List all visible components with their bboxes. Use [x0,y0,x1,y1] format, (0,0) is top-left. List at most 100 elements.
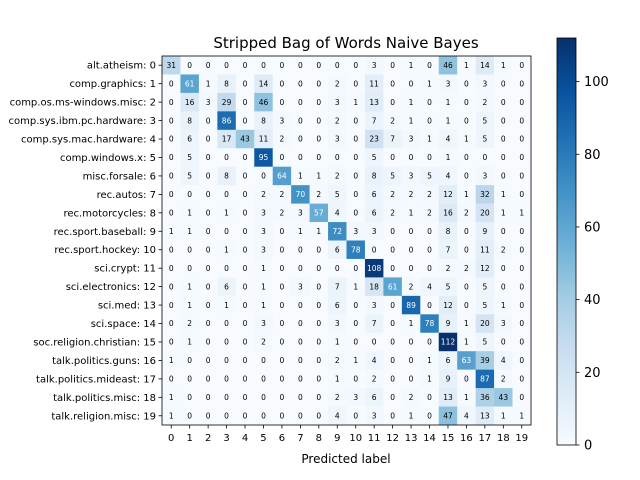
cell-value-label: 0 [298,153,303,162]
cell-value-label: 2 [280,135,285,144]
x-tick-label: 1 [186,433,192,444]
heatmap-cell [494,351,513,370]
y-tick-label: talk.politics.guns: 16 [52,356,156,367]
heatmap-cell [291,406,310,426]
heatmap-cell [235,406,255,426]
cell-value-label: 3 [372,301,377,310]
plot-frame [161,55,532,426]
heatmap-cell [383,185,403,204]
cell-value-label: 0 [243,79,248,88]
cell-value-label: 0 [243,172,248,181]
cell-value-label: 0 [224,190,229,199]
heatmap-cell [198,240,218,260]
cell-value-label: 0 [224,227,229,236]
cell-value-label: 0 [427,227,432,236]
heatmap-cell [235,185,255,204]
heatmap-cell [235,222,255,241]
heatmap-cell [180,74,200,94]
cell-value-label: 18 [369,282,379,291]
cell-value-label: 0 [390,393,395,402]
heatmap-cell [254,388,273,407]
cell-value-label: 2 [446,264,451,273]
heatmap-cell [217,406,237,426]
heatmap-cell [346,295,366,315]
cell-value-label: 5 [482,282,487,291]
heatmap-cell [217,314,237,334]
colorbar-tick-label: 0 [584,439,592,454]
heatmap-cell [475,129,495,149]
heatmap-cell [254,369,273,389]
heatmap-cell [254,129,273,149]
heatmap-cell [364,203,384,223]
heatmap-cell [475,369,495,389]
heatmap-cell [401,314,421,334]
heatmap-cell [309,388,329,407]
heatmap-cell [401,406,421,426]
cell-value-label: 0 [519,338,524,347]
heatmap-cell [198,295,218,315]
cell-value-label: 0 [409,245,414,254]
cell-value-label: 13 [443,393,453,402]
cell-value-label: 1 [446,98,451,107]
cell-value-label: 6 [372,209,377,218]
cell-value-label: 0 [169,301,174,310]
cell-value-label: 0 [390,153,395,162]
heatmap-cell [438,185,458,204]
cell-value-label: 0 [224,61,229,70]
x-axis-label: Predicted label [301,452,390,466]
cell-value-label: 0 [280,411,285,420]
heatmap-cell [346,369,366,389]
heatmap-cell [512,166,532,186]
cell-value-label: 64 [277,172,287,181]
cell-value-label: 0 [316,264,321,273]
cell-value-label: 0 [187,264,192,273]
cell-value-label: 46 [259,98,269,107]
heatmap-cell [383,111,403,131]
cell-value-label: 0 [261,61,266,70]
x-tick-label: 14 [423,433,436,444]
cell-value-label: 1 [298,227,303,236]
heatmap-cell [364,369,384,389]
heatmap-cell [512,351,532,370]
cell-value-label: 3 [409,135,414,144]
cell-value-label: 0 [243,245,248,254]
heatmap-cell [180,222,200,241]
heatmap-cell [457,351,476,370]
cell-value-label: 8 [224,172,229,181]
cell-value-label: 0 [353,338,358,347]
x-tick-label: 11 [368,433,381,444]
cell-value-label: 0 [409,79,414,88]
heatmap-cell [420,166,440,186]
cell-value-label: 0 [206,356,211,365]
heatmap-cell [162,295,181,315]
heatmap-cell [328,74,347,94]
cell-value-label: 3 [206,98,211,107]
heatmap-cell [235,388,255,407]
heatmap-cell [162,74,181,94]
cell-value-label: 1 [501,301,506,310]
cell-value-label: 0 [187,245,192,254]
colorbar-ticks: 0 20 40 60 80 100 [576,75,609,454]
cell-value-label: 0 [353,209,358,218]
cell-value-label: 0 [482,153,487,162]
cell-value-label: 5 [482,338,487,347]
heatmap-cell [254,185,273,204]
heatmap-cell [494,166,513,186]
x-tick-label: 12 [386,433,399,444]
cell-value-label: 78 [351,245,361,254]
cell-value-label: 7 [372,116,377,125]
cell-value-label: 0 [187,356,192,365]
cell-value-label: 5 [187,153,192,162]
heatmap-cell [217,56,237,75]
cell-value-label: 3 [372,61,377,70]
cell-value-label: 0 [243,356,248,365]
cell-value-label: 0 [261,393,266,402]
heatmap-cell [364,240,384,260]
cell-value-label: 0 [464,227,469,236]
heatmap-cell [291,369,310,389]
heatmap-cell [438,129,458,149]
cell-value-label: 1 [187,301,192,310]
cell-value-label: 1 [353,98,358,107]
cell-value-label: 0 [169,135,174,144]
cell-value-label: 1 [187,282,192,291]
